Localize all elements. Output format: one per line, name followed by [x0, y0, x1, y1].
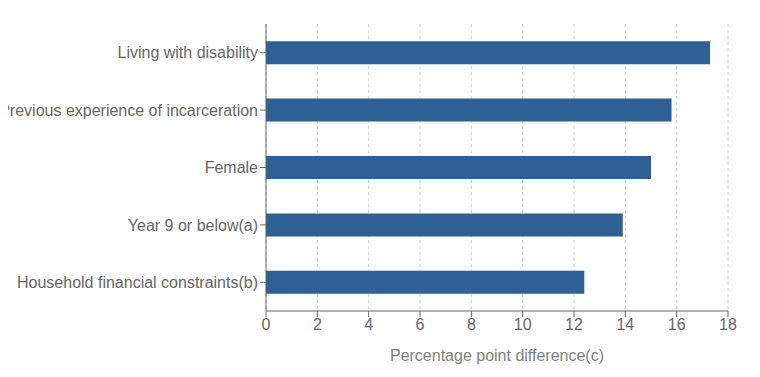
svg-text:16: 16 [668, 316, 686, 333]
svg-text:Household financial constraint: Household financial constraints(b) [17, 274, 258, 291]
svg-text:10: 10 [514, 316, 532, 333]
svg-text:6: 6 [416, 316, 425, 333]
svg-text:2: 2 [313, 316, 322, 333]
svg-text:Previous experience of incarce: Previous experience of incarceration [8, 102, 258, 119]
svg-text:12: 12 [565, 316, 583, 333]
svg-text:Living with disability: Living with disability [117, 44, 258, 61]
svg-text:0: 0 [262, 316, 271, 333]
svg-text:4: 4 [364, 316, 373, 333]
svg-text:18: 18 [719, 316, 737, 333]
svg-text:14: 14 [616, 316, 634, 333]
svg-text:Female: Female [205, 159, 258, 176]
svg-text:Percentage point difference(c): Percentage point difference(c) [390, 347, 604, 364]
svg-text:Year 9 or below(a): Year 9 or below(a) [128, 217, 258, 234]
svg-text:8: 8 [467, 316, 476, 333]
